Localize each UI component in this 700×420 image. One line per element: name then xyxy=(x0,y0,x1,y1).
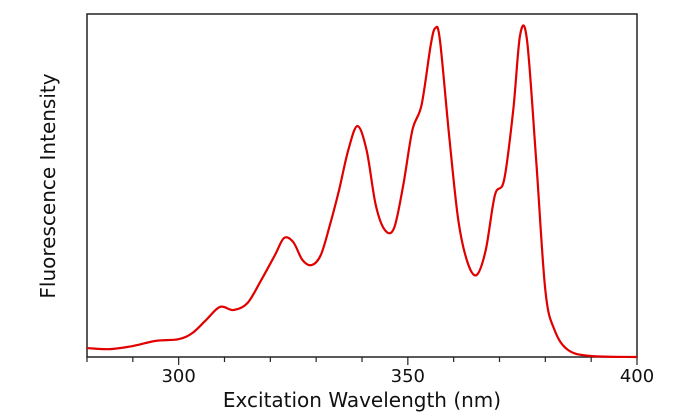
x-tick-label-400: 400 xyxy=(620,366,654,387)
x-tick-labels: 300 350 400 xyxy=(161,366,654,387)
x-axis-title: Excitation Wavelength (nm) xyxy=(223,388,501,412)
x-ticks xyxy=(86,357,638,365)
x-tick-label-300: 300 xyxy=(161,366,195,387)
x-tick-label-350: 350 xyxy=(391,366,425,387)
y-axis-title: Fluorescence Intensity xyxy=(36,73,60,298)
plot-frame xyxy=(86,13,638,358)
series-line xyxy=(86,24,638,359)
